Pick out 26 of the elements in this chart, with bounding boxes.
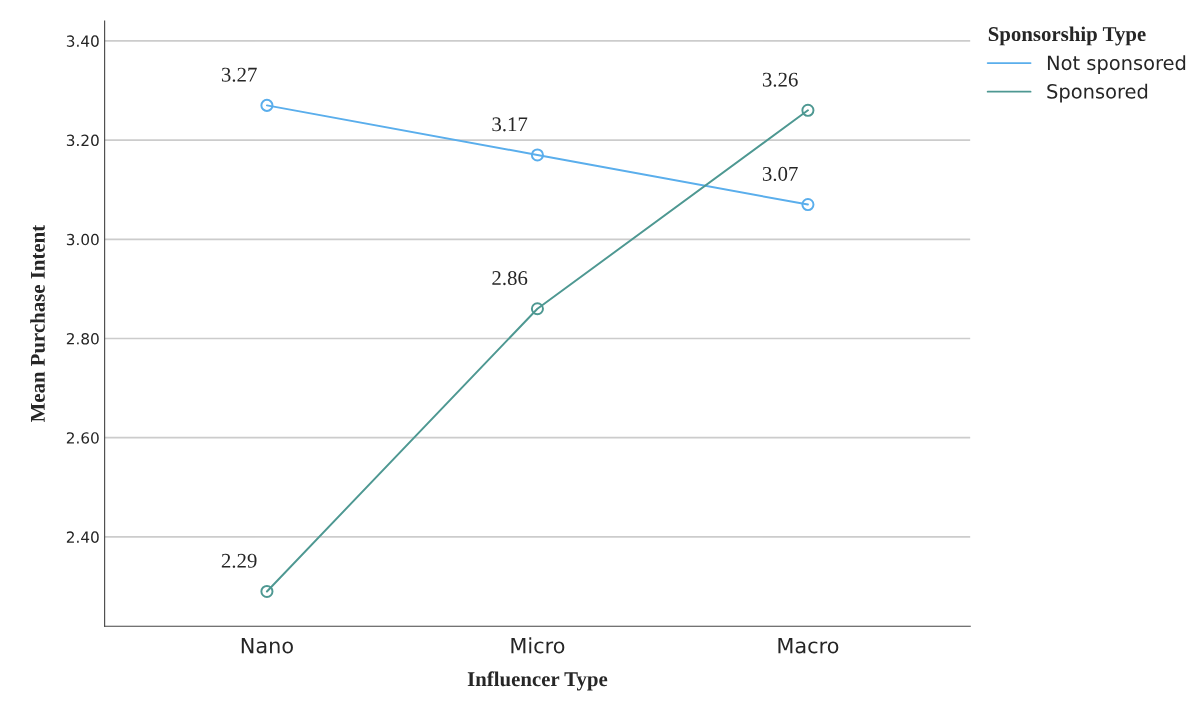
x-axis-title: Influencer Type — [467, 671, 608, 691]
data-label: 3.07 — [762, 166, 798, 181]
data-label: 2.29 — [221, 553, 257, 568]
legend-label: Sponsored — [1047, 83, 1148, 103]
y-tick-label: 2.60 — [66, 432, 99, 444]
y-axis-title: Mean Purchase Intent — [30, 224, 45, 423]
data-label: 2.86 — [492, 271, 528, 286]
point — [260, 584, 274, 598]
legend-title: Sponsorship Type — [988, 26, 1146, 46]
x-tick-label: Nano — [241, 637, 293, 654]
point — [260, 98, 274, 112]
x-tick-label: Macro — [778, 637, 839, 654]
legend-label: Not sponsored — [1047, 55, 1186, 74]
point — [801, 198, 815, 212]
point — [801, 103, 815, 117]
data-label: 3.27 — [221, 67, 257, 82]
data-label: 3.26 — [762, 72, 798, 87]
y-tick-label: 2.40 — [66, 531, 99, 543]
point — [530, 148, 544, 162]
x-tick-label: Micro — [511, 637, 565, 654]
data-label: 3.17 — [492, 117, 528, 132]
point — [530, 302, 544, 316]
y-tick-label: 3.20 — [66, 134, 99, 147]
y-tick-label: 3.00 — [66, 233, 99, 246]
y-tick-label: 2.80 — [66, 332, 99, 345]
y-tick-label: 3.40 — [66, 35, 99, 47]
